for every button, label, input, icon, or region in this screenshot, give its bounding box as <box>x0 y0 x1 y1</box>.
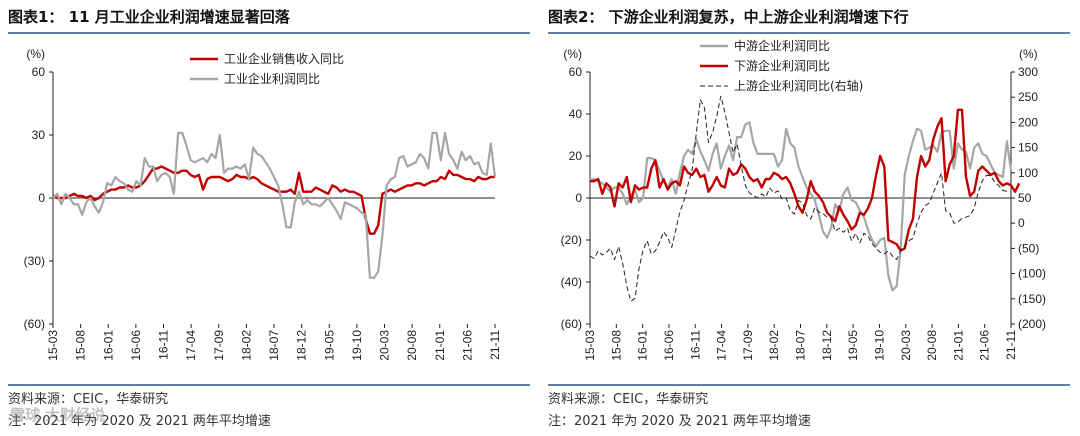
x-tick-label: 16-01 <box>636 330 650 361</box>
x-tick-label: 21-01 <box>951 330 965 361</box>
source-rule-1 <box>8 384 530 386</box>
y-tick-label-right: 100 <box>1018 166 1038 180</box>
y-tick-label: 60 <box>569 65 583 79</box>
x-tick-label: 16-06 <box>129 330 143 361</box>
legend-label-3: 上游企业利润同比(右轴) <box>734 78 863 93</box>
chart-1: 60 30 0 (30) (60) (%) 15-03 15-08 16-01 16-06 16-1… <box>24 47 502 361</box>
x-tick-label: 15-03 <box>583 330 597 361</box>
x-tick-label: 19-05 <box>322 330 336 361</box>
footnote-1: 注：2021 年为 2020 及 2021 两年平均增速 <box>8 414 271 429</box>
y-tick-label-right: 50 <box>1018 191 1032 205</box>
y-tick-label-right: 200 <box>1018 115 1038 129</box>
y-tick-label-right: 0 <box>1018 216 1025 230</box>
x-tick-label: 18-02 <box>239 330 253 361</box>
y-tick-label-right: (100) <box>1018 267 1046 281</box>
y-tick-label: 20 <box>569 149 583 163</box>
legend-label-1: 工业企业销售收入同比 <box>224 51 344 66</box>
series-line-1 <box>590 121 1013 292</box>
y-axis-unit-left: (%) <box>563 47 582 61</box>
y-tick-label: 0 <box>38 191 45 205</box>
x-tick-label: 19-10 <box>872 330 886 361</box>
x-tick-label: 16-01 <box>101 330 115 361</box>
y-tick-label-right: 150 <box>1018 141 1038 155</box>
y-tick-label: (60) <box>24 317 45 331</box>
legend-label-1: 中游企业利润同比 <box>734 38 830 53</box>
x-tick-label: 15-08 <box>609 330 623 361</box>
y-tick-label: (30) <box>24 254 45 268</box>
y-tick-label: (20) <box>561 233 582 247</box>
x-tick-label: 18-12 <box>295 330 309 361</box>
series-line-2 <box>590 108 1021 252</box>
y-tick-label: 0 <box>575 191 582 205</box>
title-rule-1 <box>8 32 530 34</box>
y-tick-label: (40) <box>561 275 582 289</box>
x-tick-label: 20-08 <box>405 330 419 361</box>
x-tick-label: 21-11 <box>1004 330 1018 360</box>
y-tick-label: 30 <box>32 128 46 142</box>
title-rule-2 <box>548 32 1070 34</box>
y-axis-unit-right: (%) <box>1019 47 1038 61</box>
y-tick-label-right: (50) <box>1018 241 1039 255</box>
x-tick-label: 21-06 <box>978 330 992 361</box>
y-tick-label: 40 <box>569 107 583 121</box>
x-tick-label: 18-07 <box>794 330 808 361</box>
source-note-1: 资料来源：CEIC，华泰研究 <box>8 392 169 407</box>
x-tick-label: 20-08 <box>925 330 939 361</box>
watermark: 雪球 大财经说 <box>10 406 106 424</box>
chart-2: 6040200(20)(40)(60)(%)300250200150100500… <box>561 38 1046 361</box>
y-tick-label: (60) <box>561 317 582 331</box>
x-tick-label: 16-11 <box>688 330 702 360</box>
x-tick-label: 21-11 <box>488 330 502 360</box>
y-tick-label: 60 <box>32 65 46 79</box>
x-tick-label: 17-04 <box>184 330 198 361</box>
legend-label-2: 工业企业利润同比 <box>224 71 320 86</box>
chart-panel-2: 图表2： 下游企业利润复苏，中上游企业利润增速下行 60 40 20 0 (20) (40… <box>548 0 1073 436</box>
footnote-2: 注：2021 年为 2020 及 2021 两年平均增速 <box>548 414 811 429</box>
x-tick-label: 20-03 <box>378 330 392 361</box>
y-tick-label-right: 300 <box>1018 65 1038 79</box>
legend-label-2: 下游企业利润同比 <box>734 58 830 73</box>
x-tick-label: 15-03 <box>46 330 60 361</box>
chart-title-2: 图表2： 下游企业利润复苏，中上游企业利润增速下行 <box>548 8 909 26</box>
series-line-3 <box>589 95 1008 302</box>
x-tick-label: 18-02 <box>767 330 781 361</box>
y-tick-label-right: 250 <box>1018 90 1038 104</box>
y-tick-label-right: (200) <box>1018 317 1046 331</box>
source-rule-2 <box>548 384 1070 386</box>
y-tick-label-right: (150) <box>1018 292 1046 306</box>
source-note-2: 资料来源：CEIC，华泰研究 <box>548 392 709 407</box>
chart-title-1: 图表1： 11 月工业企业利润增速显著回落 <box>8 8 290 26</box>
y-axis-unit-left: (%) <box>26 47 45 61</box>
x-tick-label: 17-09 <box>741 330 755 361</box>
x-tick-label: 21-01 <box>433 330 447 361</box>
chart-panel-1: 图表1： 11 月工业企业利润增速显著回落 60 30 0 (30) (60) (%) 15… <box>8 0 533 436</box>
x-tick-label: 19-05 <box>846 330 860 361</box>
x-tick-label: 16-06 <box>662 330 676 361</box>
x-tick-label: 16-11 <box>157 330 171 360</box>
x-tick-label: 19-10 <box>350 330 364 361</box>
x-tick-label: 18-07 <box>267 330 281 361</box>
x-tick-label: 21-06 <box>460 330 474 361</box>
series-line-2 <box>52 131 497 279</box>
x-tick-label: 17-04 <box>715 330 729 361</box>
x-tick-label: 18-12 <box>820 330 834 361</box>
x-tick-label: 20-03 <box>899 330 913 361</box>
x-tick-label: 17-09 <box>212 330 226 361</box>
x-tick-label: 15-08 <box>74 330 88 361</box>
